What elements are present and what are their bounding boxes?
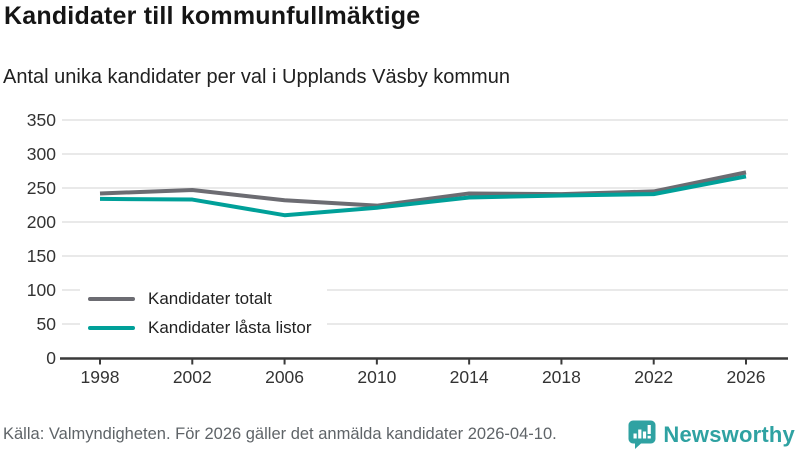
y-tick-label: 100 — [27, 280, 56, 300]
x-tick-label: 2014 — [450, 367, 489, 387]
x-tick-label: 2022 — [634, 367, 673, 387]
footer: Källa: Valmyndigheten. För 2026 gäller d… — [0, 419, 800, 450]
logo-bar-1 — [633, 433, 638, 439]
x-tick-label: 2010 — [357, 367, 396, 387]
legend-swatch-teal — [88, 326, 135, 330]
legend-item-lasta-listor: Kandidater låsta listor — [88, 318, 311, 338]
y-tick-label: 250 — [27, 178, 56, 198]
logo-exclamation-dot — [648, 435, 652, 439]
chart-legend: Kandidater totalt Kandidater låsta listo… — [80, 285, 328, 344]
y-tick-label: 150 — [27, 246, 56, 266]
y-tick-label: 0 — [46, 348, 56, 368]
brand-name: Newsworthy — [663, 421, 795, 447]
line-chart: 0 50 100 150 200 250 300 350 1998 2002 2006 2010 201… — [27, 110, 788, 387]
series-line-kandidater-l-sta-listor — [99, 174, 747, 218]
newsworthy-brand[interactable]: Newsworthy — [628, 420, 800, 449]
legend-label: Kandidater totalt — [148, 289, 272, 308]
x-tick-label: 2002 — [173, 367, 212, 387]
page-title: Kandidater till kommunfullmäktige — [4, 2, 421, 30]
x-tick-label: 2026 — [727, 367, 766, 387]
chart-subtitle: Antal unika kandidater per val i Uppland… — [3, 66, 510, 88]
series-line-kandidater-totalt — [99, 170, 747, 208]
legend-swatch-gray — [88, 297, 135, 301]
logo-bar-2 — [638, 429, 642, 439]
logo-bar-3 — [643, 431, 647, 439]
legend-label: Kandidater låsta listor — [148, 318, 312, 337]
legend-item-totalt: Kandidater totalt — [88, 289, 311, 309]
x-tick-label: 2018 — [542, 367, 581, 387]
newsworthy-logo-icon — [628, 420, 656, 449]
logo-bubble — [628, 420, 656, 449]
source-note: Källa: Valmyndigheten. För 2026 gäller d… — [3, 425, 557, 443]
x-tick-label: 2006 — [265, 367, 304, 387]
x-tick-label: 1998 — [81, 367, 120, 387]
y-tick-label: 50 — [37, 314, 57, 334]
y-tick-label: 350 — [27, 110, 56, 130]
y-tick-label: 300 — [27, 144, 56, 164]
logo-exclamation-bar — [648, 425, 652, 434]
y-tick-label: 200 — [27, 212, 56, 232]
